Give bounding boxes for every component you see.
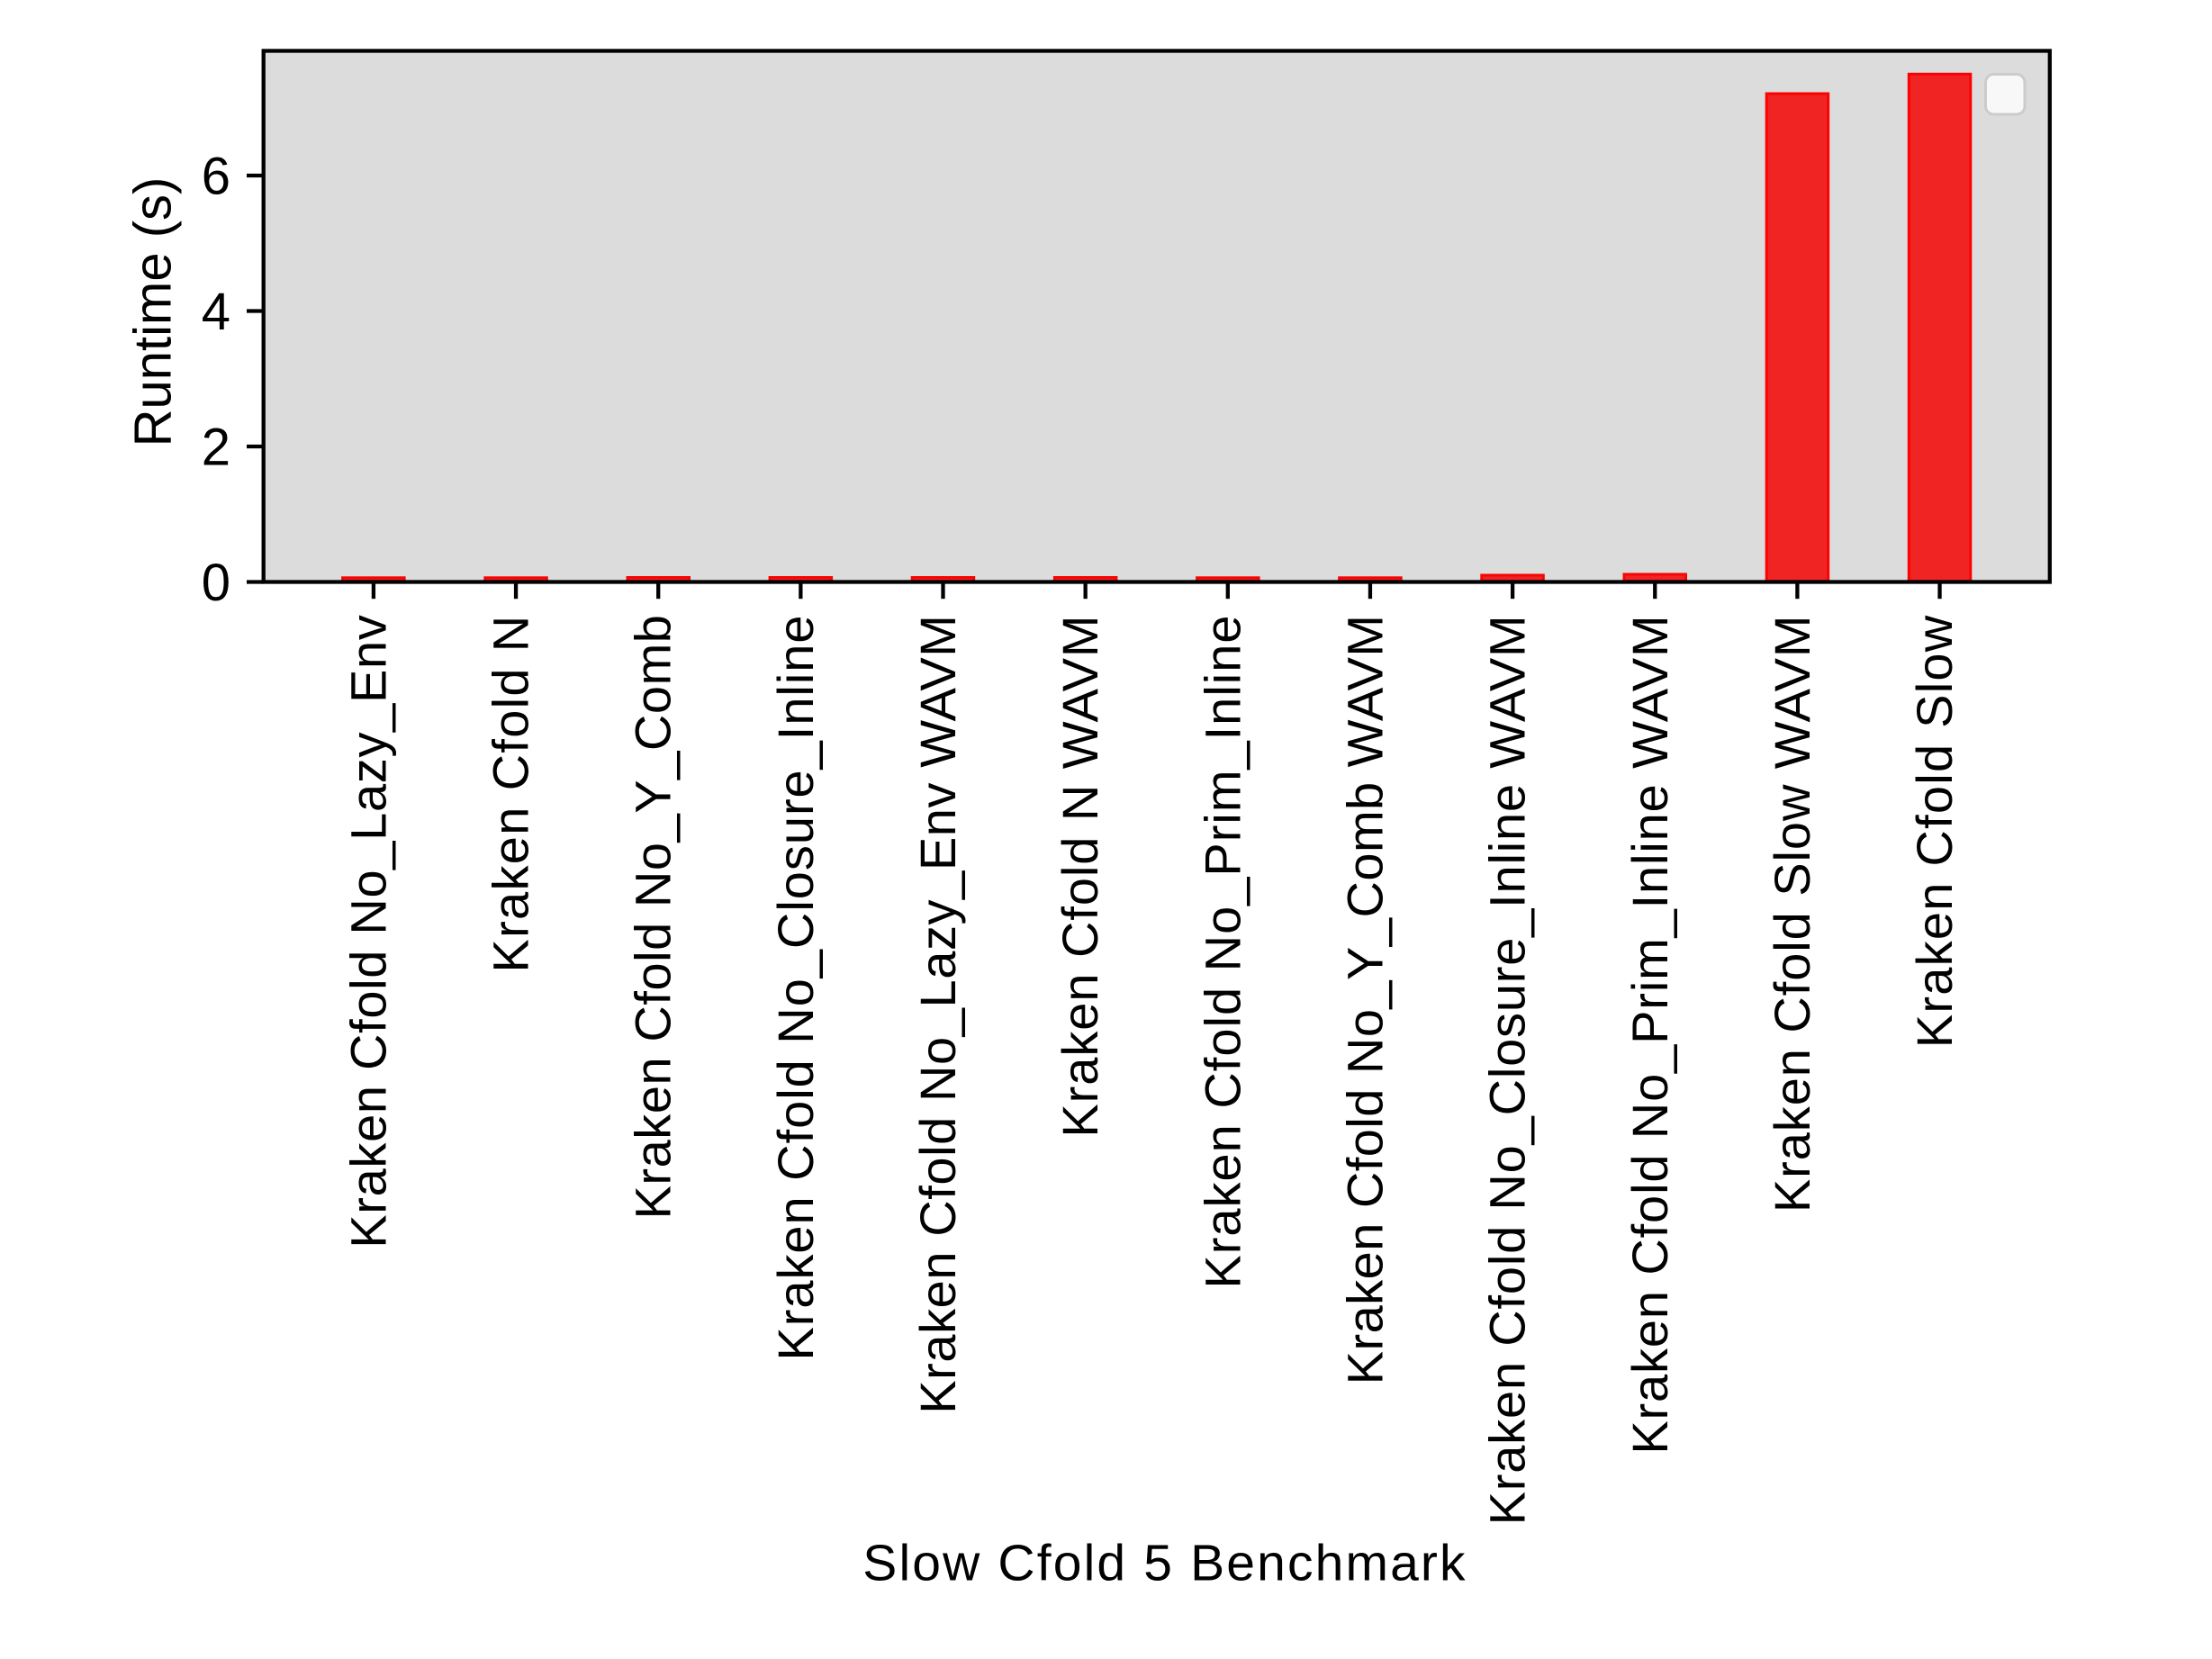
svg-text:Kraken Cfold No_Closure_Inline: Kraken Cfold No_Closure_Inline	[767, 615, 824, 1361]
svg-text:Kraken Cfold N WAVM: Kraken Cfold N WAVM	[1052, 615, 1108, 1138]
svg-text:Kraken Cfold No_Y_Comb WAVM: Kraken Cfold No_Y_Comb WAVM	[1336, 615, 1393, 1385]
svg-text:Kraken Cfold No_Prim_Inline: Kraken Cfold No_Prim_Inline	[1194, 615, 1250, 1289]
svg-text:Kraken Cfold N: Kraken Cfold N	[483, 615, 539, 973]
svg-text:Kraken Cfold No_Lazy_Env WAVM: Kraken Cfold No_Lazy_Env WAVM	[909, 615, 966, 1414]
svg-text:2: 2	[202, 419, 230, 477]
svg-text:Slow Cfold 5 Benchmark: Slow Cfold 5 Benchmark	[862, 1535, 1467, 1592]
svg-text:Kraken Cfold No_Lazy_Env: Kraken Cfold No_Lazy_Env	[339, 615, 396, 1249]
svg-text:Kraken Cfold Slow: Kraken Cfold Slow	[1906, 615, 1963, 1049]
svg-text:Runtime (s): Runtime (s)	[124, 177, 183, 447]
svg-text:4: 4	[202, 283, 230, 341]
svg-text:Kraken Cfold No_Closure_Inline: Kraken Cfold No_Closure_Inline WAVM	[1479, 615, 1536, 1526]
svg-text:Kraken Cfold No_Y_Comb: Kraken Cfold No_Y_Comb	[625, 615, 682, 1220]
svg-text:Kraken Cfold Slow WAVM: Kraken Cfold Slow WAVM	[1764, 615, 1820, 1213]
svg-text:Kraken Cfold No_Prim_Inline WA: Kraken Cfold No_Prim_Inline WAVM	[1621, 615, 1678, 1455]
svg-text:0: 0	[202, 554, 230, 612]
svg-text:6: 6	[202, 148, 230, 206]
